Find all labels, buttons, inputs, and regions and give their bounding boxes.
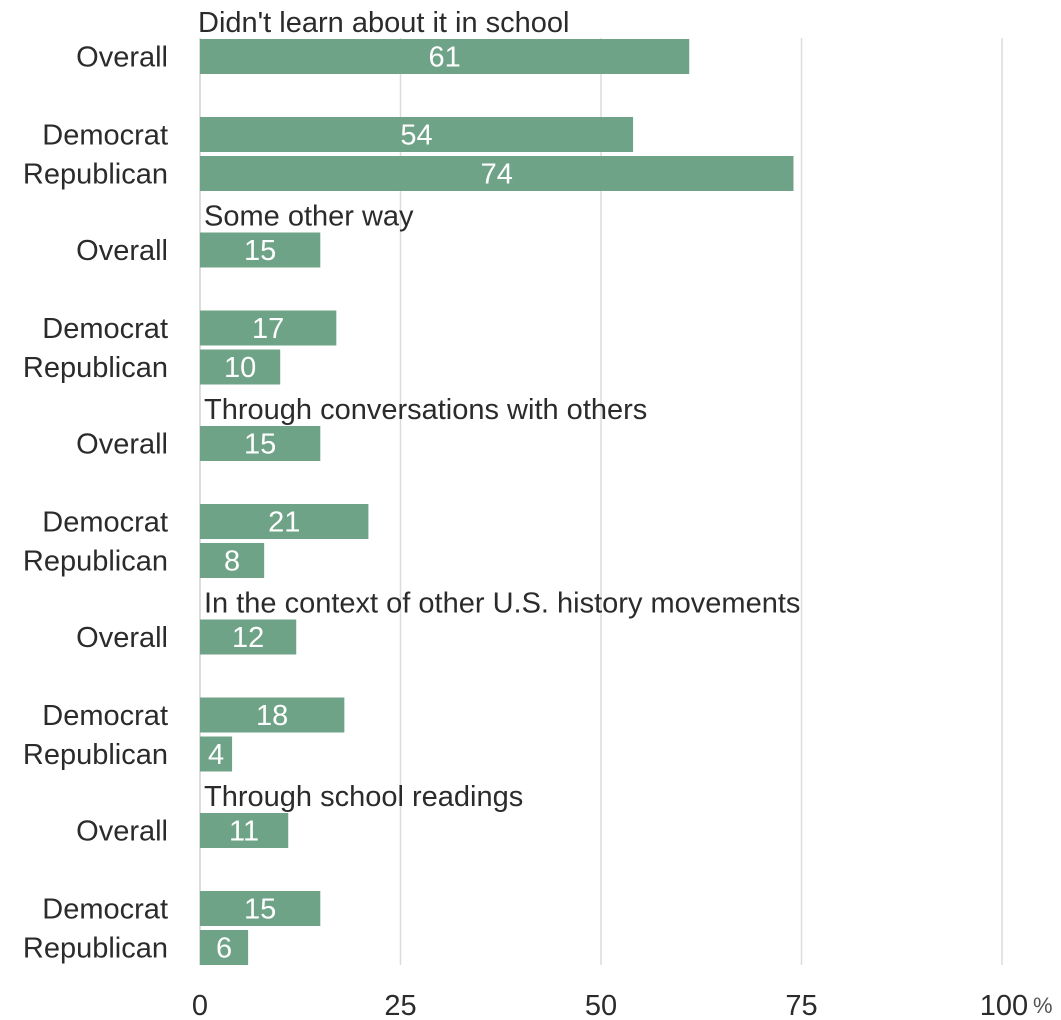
data-label: 17: [252, 313, 284, 345]
bar: [200, 117, 634, 152]
x-tick-label: 50: [585, 990, 617, 1020]
data-label: 21: [268, 507, 300, 539]
group-title: Through conversations with others: [204, 394, 647, 426]
data-label: 54: [400, 120, 432, 152]
row-label: Overall: [76, 816, 168, 848]
bar: [200, 930, 249, 965]
group-title: Didn't learn about it in school: [198, 7, 569, 39]
x-tick-label: 25: [384, 990, 416, 1020]
bar: [200, 310, 337, 346]
bars: [200, 39, 794, 965]
data-label: 15: [244, 235, 276, 267]
data-label: 8: [224, 546, 240, 578]
data-label: 74: [481, 159, 513, 191]
data-label: 18: [256, 700, 288, 732]
group-title: In the context of other U.S. history mov…: [204, 588, 800, 620]
data-label: 15: [244, 429, 276, 461]
row-label: Overall: [76, 622, 168, 654]
row-label: Democrat: [42, 700, 168, 732]
x-tick-label: 75: [785, 990, 817, 1020]
x-unit-label: %: [1033, 993, 1053, 1018]
bar: [200, 504, 369, 539]
data-label: 12: [232, 622, 264, 654]
data-label: 15: [244, 894, 276, 926]
group-title: Some other way: [204, 201, 414, 233]
row-label: Republican: [23, 352, 168, 384]
group-title: Through school readings: [204, 781, 523, 813]
row-label: Democrat: [42, 120, 168, 152]
row-label: Democrat: [42, 313, 168, 345]
row-label: Republican: [23, 933, 168, 965]
data-label: 10: [224, 352, 256, 384]
data-label: 61: [428, 42, 460, 74]
row-label: Republican: [23, 159, 168, 191]
bar: [200, 736, 233, 772]
row-label: Democrat: [42, 894, 168, 926]
bar: [200, 39, 690, 74]
bar: [200, 349, 281, 385]
bar: [200, 232, 321, 268]
bar: [200, 891, 321, 926]
row-label: Overall: [76, 429, 168, 461]
bar: [200, 813, 289, 848]
x-tick-label: 0: [192, 990, 208, 1020]
data-label: 11: [229, 816, 259, 848]
data-label: 4: [208, 739, 224, 771]
row-label: Democrat: [42, 507, 168, 539]
bar: [200, 156, 794, 191]
row-label: Overall: [76, 235, 168, 267]
row-label: Republican: [23, 739, 168, 771]
bar: [200, 543, 265, 578]
x-tick-label: 100: [980, 990, 1028, 1020]
row-label: Republican: [23, 546, 168, 578]
bar: [200, 619, 297, 655]
x-axis: 0 25 50 75 100%: [192, 990, 1053, 1020]
bar: [200, 426, 321, 461]
bar: [200, 697, 345, 733]
gridlines: [199, 38, 1003, 965]
row-label: Overall: [76, 42, 168, 74]
data-label: 6: [216, 933, 232, 965]
